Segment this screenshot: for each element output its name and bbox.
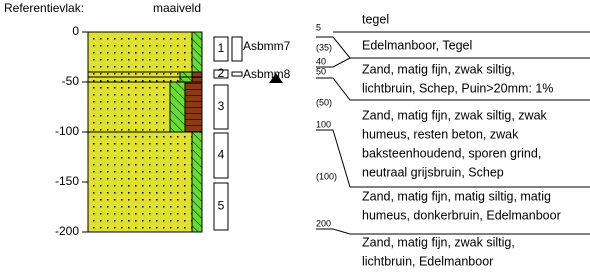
sample-label: 2	[218, 66, 225, 80]
description-line: lichtbruin, Edelmanboor	[362, 254, 493, 268]
tick-label: -50	[62, 74, 80, 88]
description-line: neutraal grijsbruin, Schep	[362, 165, 504, 179]
depth-label: 50	[316, 66, 326, 76]
tick-label: -100	[55, 124, 79, 138]
reference-label: Referentievlak:	[4, 1, 84, 15]
tick-label: 0	[72, 24, 79, 38]
borehole-log: Referentievlak: maaiveld 0 -50 -100 -150 -20…	[0, 0, 590, 269]
asbestos-box	[232, 72, 242, 76]
depth-label: (100)	[316, 171, 337, 181]
stratum	[88, 72, 180, 77]
connector-line	[316, 229, 590, 234]
description-line: Zand, matig fijn, zwak siltig,	[362, 235, 515, 249]
depth-label: 40	[316, 56, 326, 66]
depth-label: 100	[316, 119, 331, 129]
tick-label: -150	[55, 174, 79, 188]
description-line: Zand, matig fijn, zwak siltig,	[362, 62, 515, 76]
sample-label: 5	[218, 199, 225, 213]
depth-label: (35)	[316, 42, 332, 52]
stratum	[88, 82, 170, 132]
description-line: humeus, donkerbruin, Edelmanboor	[362, 208, 561, 222]
stratum	[170, 82, 185, 132]
asbestos-label: Asbmm7	[243, 39, 291, 53]
stratum	[180, 77, 192, 82]
asbestos-label: Asbmm8	[243, 67, 291, 81]
stratum	[192, 72, 202, 77]
description-line: tegel	[362, 12, 389, 26]
reference-value: maaiveld	[153, 1, 201, 15]
depth-label: 5	[316, 22, 321, 32]
stratum	[192, 132, 202, 232]
sample-label: 3	[218, 99, 225, 113]
sample-label: 1	[218, 41, 225, 55]
stratum	[180, 72, 192, 77]
description-line: Edelmanboor, Tegel	[362, 38, 472, 52]
description-line: humeus, resten beton, zwak	[362, 127, 519, 141]
depth-label: (50)	[316, 97, 332, 107]
sample-label: 4	[218, 148, 225, 162]
depth-label: 200	[316, 218, 331, 228]
stratum	[88, 32, 192, 72]
description-line: lichtbruin, Schep, Puin>20mm: 1%	[362, 81, 553, 95]
stratum	[185, 82, 202, 132]
stratum	[88, 77, 180, 82]
description-line: baksteenhoudend, sporen grind,	[362, 146, 541, 160]
tick-label: -200	[55, 224, 79, 238]
description-line: Zand, matig fijn, matig siltig, matig	[362, 189, 551, 203]
page: {"header": {"reference_label": "Referent…	[0, 0, 590, 269]
description-line: Zand, matig fijn, zwak siltig, zwak	[362, 108, 548, 122]
stratum	[192, 32, 202, 72]
asbestos-box	[232, 37, 242, 61]
stratum	[192, 77, 202, 82]
stratum	[88, 132, 192, 232]
